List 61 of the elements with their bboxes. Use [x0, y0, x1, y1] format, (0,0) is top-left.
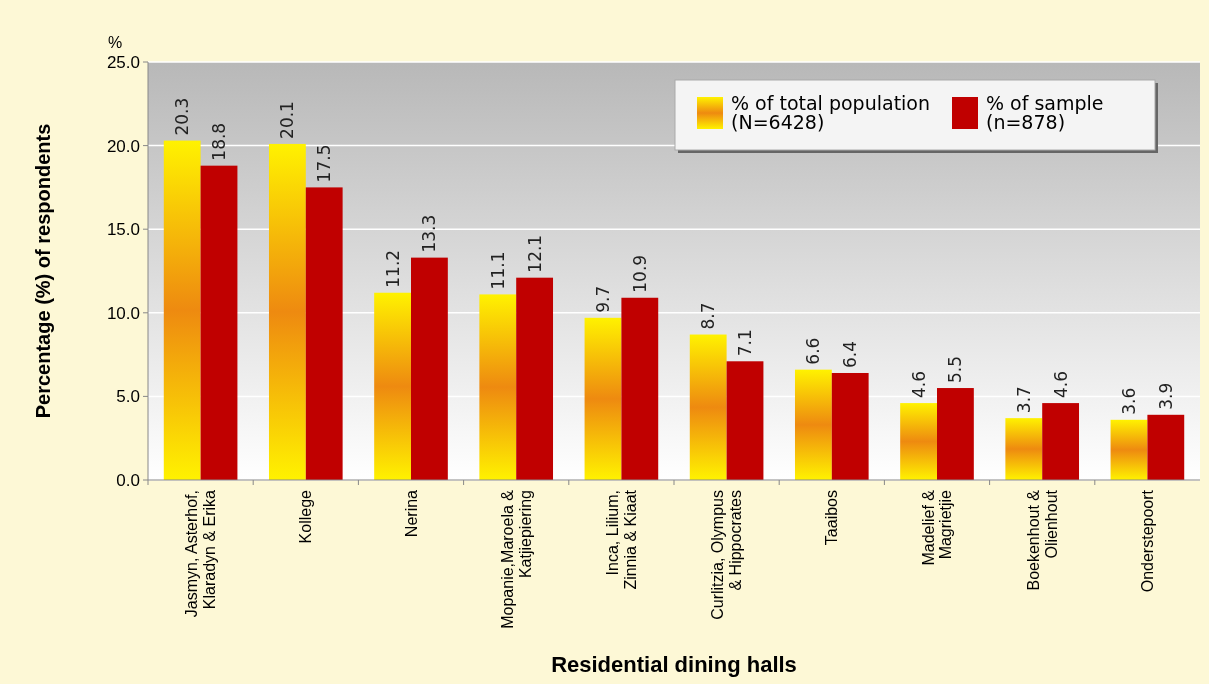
y-tick-label: 25.0	[106, 52, 140, 72]
bar	[200, 165, 238, 480]
bar	[726, 361, 764, 480]
bar	[305, 187, 343, 480]
data-label: 6.6	[803, 337, 824, 365]
x-tick-label: Mopanie,Maroela & Katjiepiering	[499, 489, 534, 629]
legend-label: % of sample (n=878)	[986, 92, 1104, 133]
x-tick-label: Boekenhout & Olienhout	[1025, 489, 1060, 591]
data-label: 20.1	[277, 101, 298, 139]
y-tick-label: 20.0	[106, 136, 140, 156]
x-tick-label: Curlitzia, Olympus & Hippocrates	[709, 490, 744, 620]
data-label: 20.3	[172, 97, 193, 136]
data-label: 13.3	[419, 214, 440, 253]
data-label: 3.7	[1013, 386, 1034, 414]
x-tick-label: Kollege	[297, 489, 315, 544]
data-label: 10.9	[629, 254, 650, 293]
y-axis-title: Percentage (%) of respondents	[32, 123, 54, 419]
bar	[411, 257, 448, 480]
bar	[1147, 414, 1185, 480]
bar	[1042, 403, 1080, 480]
data-label: 11.2	[382, 249, 403, 288]
x-tick-label: Nerina	[402, 489, 420, 538]
data-label: 3.9	[1155, 382, 1176, 410]
data-label: 9.7	[592, 285, 613, 313]
data-label: 3.6	[1118, 387, 1139, 415]
data-label: 18.8	[209, 122, 230, 161]
x-tick-label: Madelief & Magrietjie	[919, 489, 955, 566]
data-label: 7.1	[735, 329, 756, 357]
text: %	[108, 34, 123, 51]
bar	[163, 140, 201, 480]
y-tick-label: 0.0	[116, 470, 140, 490]
bar	[584, 317, 622, 480]
data-label: 4.6	[1050, 371, 1071, 399]
data-label: 11.1	[487, 251, 508, 290]
bar	[689, 334, 727, 480]
data-label: 4.6	[908, 371, 929, 399]
y-tick-label: 5.0	[116, 387, 140, 407]
bar	[831, 372, 869, 480]
data-label: 17.5	[314, 144, 335, 183]
data-label: 12.1	[524, 234, 545, 273]
x-tick-label: Jasmyn, Asterhof, Klaradyn & Erika	[183, 489, 218, 618]
bar	[516, 277, 554, 480]
bar	[900, 403, 937, 480]
data-label: 8.7	[698, 302, 719, 330]
bar	[479, 294, 517, 480]
bar	[1110, 419, 1148, 480]
legend-label: % of total population (N=6428)	[731, 92, 931, 133]
bar	[1005, 418, 1043, 480]
bar	[268, 143, 306, 480]
data-label: 6.4	[840, 340, 861, 368]
bar	[937, 388, 974, 480]
x-tick-label: Onderstepoort	[1139, 489, 1156, 593]
bar	[374, 292, 411, 480]
y-tick-label: 15.0	[106, 220, 140, 240]
x-tick-label: Taaibos	[823, 490, 841, 546]
x-axis-title: Residential dining halls	[551, 652, 797, 677]
bar	[794, 369, 832, 480]
data-label: 5.5	[945, 355, 966, 384]
x-tick-label: Inca, Lilium, Zinnia & Kiaat	[604, 489, 639, 590]
bar	[621, 297, 659, 480]
y-tick-label: 10.0	[106, 303, 140, 323]
